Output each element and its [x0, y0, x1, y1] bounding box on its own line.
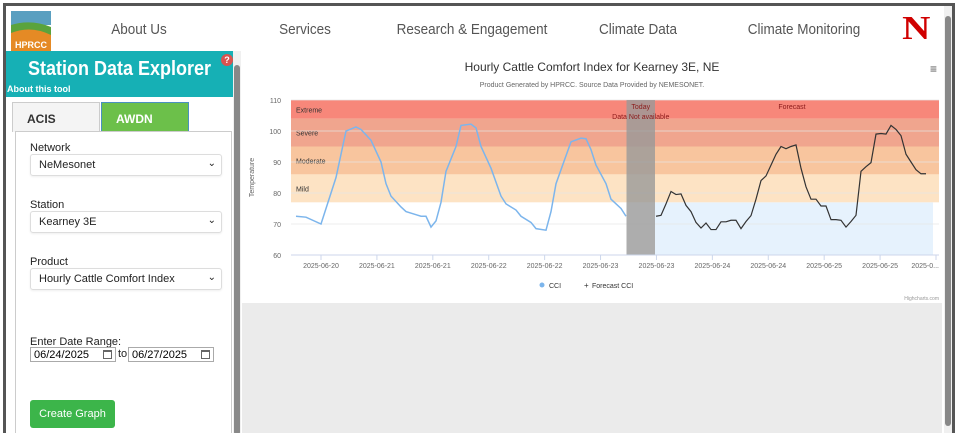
- x-tick-label: 2025-06-24: [694, 263, 730, 270]
- chevron-down-icon: ⌄: [207, 158, 216, 169]
- y-tick-label: 80: [273, 191, 281, 198]
- nav-climate-monitoring[interactable]: Climate Monitoring: [747, 21, 861, 38]
- nav-climate-data[interactable]: Climate Data: [598, 21, 678, 38]
- product-select[interactable]: Hourly Cattle Comfort Index ⌄: [30, 268, 222, 290]
- calendar-icon[interactable]: [103, 350, 112, 359]
- nav-services[interactable]: Services: [279, 21, 331, 38]
- date-to-input[interactable]: 06/27/2025: [128, 347, 214, 362]
- y-tick-label: 110: [270, 98, 281, 105]
- forecast-label: Forecast: [778, 104, 805, 111]
- chevron-down-icon: ⌄: [207, 272, 216, 283]
- product-value: Hourly Cattle Comfort Index: [39, 273, 175, 285]
- date-from-input[interactable]: 06/24/2025: [30, 347, 116, 362]
- sidebar: Station Data Explorer About this tool ? …: [6, 51, 233, 433]
- help-icon[interactable]: ?: [221, 54, 233, 66]
- today-band: [626, 100, 655, 255]
- legend-forecast-marker: +: [584, 281, 589, 290]
- x-tick-label: 2025-06-25: [806, 263, 842, 270]
- page-scrollbar[interactable]: [944, 6, 952, 433]
- x-tick-label: 2025-06-21: [359, 263, 395, 270]
- band-moderate: [291, 146, 939, 175]
- nav-research[interactable]: Research & Engagement: [396, 21, 548, 38]
- band-label: Mild: [296, 186, 309, 193]
- legend-cci-marker: [539, 282, 545, 288]
- product-label: Product: [30, 256, 68, 268]
- y-tick-label: 100: [269, 129, 281, 136]
- today-note: Data Not available: [612, 114, 669, 121]
- date-range-label: Enter Date Range:: [30, 336, 122, 348]
- forecast-cci-line: [655, 124, 926, 231]
- top-nav: HPRCC About Us Services Research & Engag…: [6, 6, 946, 54]
- credits: Highcharts.com: [904, 296, 939, 302]
- band-extreme: [291, 100, 939, 119]
- tab-acis[interactable]: ACIS: [12, 102, 100, 132]
- chart-title: Hourly Cattle Comfort Index for Kearney …: [465, 60, 720, 74]
- x-tick-label: 2025-06-20: [303, 263, 339, 270]
- menu-icon[interactable]: ≡: [930, 62, 937, 76]
- sidebar-header: Station Data Explorer About this tool ?: [6, 51, 233, 97]
- legend-forecast-cci: Forecast CCI: [592, 283, 633, 290]
- about-tool-link[interactable]: About this tool: [7, 84, 71, 94]
- date-from-value: 06/24/2025: [34, 349, 90, 361]
- date-separator: to: [118, 348, 128, 360]
- date-to-value: 06/27/2025: [132, 349, 188, 361]
- band-mild: [291, 174, 939, 203]
- network-select[interactable]: NeMesonet ⌄: [30, 154, 222, 176]
- today-label: Today: [631, 104, 650, 111]
- cci-line: [295, 123, 627, 232]
- x-tick-label: 2025-06-25: [862, 263, 898, 270]
- station-select[interactable]: Kearney 3E ⌄: [30, 211, 222, 233]
- y-tick-label: 90: [273, 160, 281, 167]
- y-axis-title: Temperature: [249, 158, 256, 197]
- nebraska-logo[interactable]: N: [902, 10, 931, 47]
- legend-cci: CCI: [549, 283, 561, 290]
- x-tick-label: 2025-06-23: [639, 263, 675, 270]
- nav-about-us[interactable]: About Us: [111, 21, 167, 38]
- x-tick-label: 2025-06-22: [527, 263, 563, 270]
- sidebar-scrollbar[interactable]: [233, 51, 241, 433]
- x-tick-label: 2025-06-22: [471, 263, 507, 270]
- form-panel: Network NeMesonet ⌄ Station Kearney 3E ⌄ P…: [15, 131, 232, 433]
- x-tick-label: 2025-06-23: [583, 263, 619, 270]
- tab-awdn[interactable]: AWDN: [101, 102, 189, 132]
- cci-chart: Hourly Cattle Comfort Index for Kearney …: [249, 60, 939, 302]
- station-label: Station: [30, 199, 65, 211]
- x-tick-label: 2025-06-24: [750, 263, 786, 270]
- network-value: NeMesonet: [39, 159, 96, 171]
- y-tick-label: 70: [273, 222, 281, 229]
- forecast-band: [655, 202, 933, 255]
- chart-subtitle: Product Generated by HPRCC. Source Data …: [480, 82, 705, 89]
- x-tick-label: 2025-0...: [911, 263, 939, 270]
- main-content: Hourly Cattle Comfort Index for Kearney …: [242, 51, 942, 433]
- browser-frame: HPRCC About Us Services Research & Engag…: [3, 3, 955, 433]
- y-tick-label: 60: [273, 253, 281, 260]
- network-label: Network: [30, 142, 71, 154]
- calendar-icon[interactable]: [201, 350, 210, 359]
- station-value: Kearney 3E: [39, 216, 97, 228]
- create-graph-button[interactable]: Create Graph: [30, 400, 115, 428]
- sidebar-title: Station Data Explorer: [27, 58, 212, 80]
- band-severe: [291, 118, 939, 147]
- hprcc-logo[interactable]: HPRCC: [11, 11, 51, 51]
- chevron-down-icon: ⌄: [207, 215, 216, 226]
- x-tick-label: 2025-06-21: [415, 263, 451, 270]
- svg-text:HPRCC: HPRCC: [15, 40, 48, 50]
- band-label: Severe: [296, 131, 318, 138]
- band-label: Extreme: [296, 107, 322, 114]
- chart-container: Hourly Cattle Comfort Index for Kearney …: [242, 51, 942, 303]
